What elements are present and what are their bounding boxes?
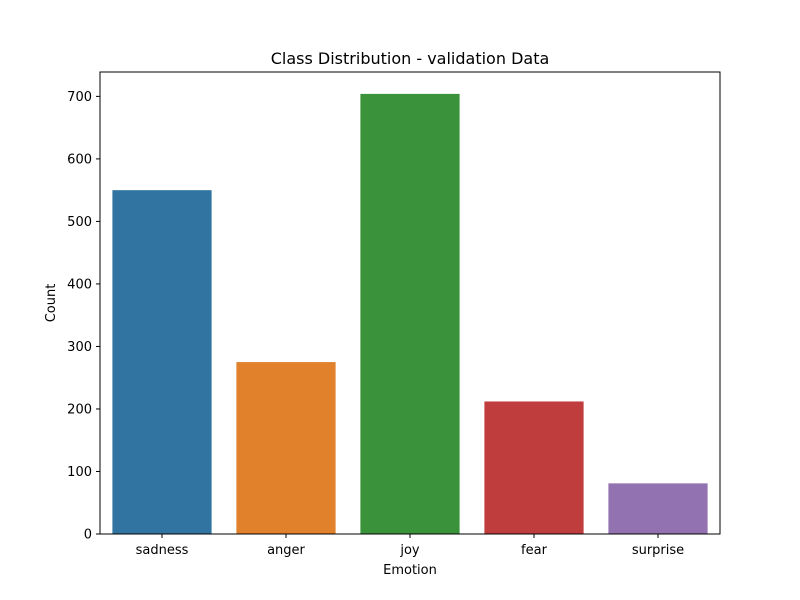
y-tick-label-400: 400: [67, 277, 92, 292]
x-tick-label-joy: joy: [399, 543, 420, 558]
x-axis: sadness anger joy fear surprise: [136, 534, 684, 558]
x-tick-label-surprise: surprise: [632, 543, 684, 558]
y-tick-label-0: 0: [84, 528, 92, 543]
y-axis: 0 100 200 300 400 500 600 700: [67, 90, 100, 543]
y-tick-label-200: 200: [67, 402, 92, 417]
bar-fear: [484, 401, 584, 534]
x-tick-label-sadness: sadness: [136, 543, 189, 558]
bar-joy: [360, 93, 460, 534]
y-tick-label-500: 500: [67, 215, 92, 230]
y-tick-label-700: 700: [67, 90, 92, 105]
y-tick-label-100: 100: [67, 465, 92, 480]
y-tick-label-600: 600: [67, 152, 92, 167]
bar-sadness: [112, 190, 212, 534]
bar-anger: [236, 362, 336, 534]
bars-layer: [112, 93, 708, 534]
x-tick-label-anger: anger: [267, 543, 305, 558]
x-axis-label: Emotion: [383, 563, 437, 578]
x-tick-label-fear: fear: [521, 543, 548, 558]
chart-title: Class Distribution - validation Data: [271, 49, 550, 68]
y-tick-label-300: 300: [67, 340, 92, 355]
y-axis-label: Count: [44, 284, 59, 323]
bar-surprise: [608, 483, 708, 534]
